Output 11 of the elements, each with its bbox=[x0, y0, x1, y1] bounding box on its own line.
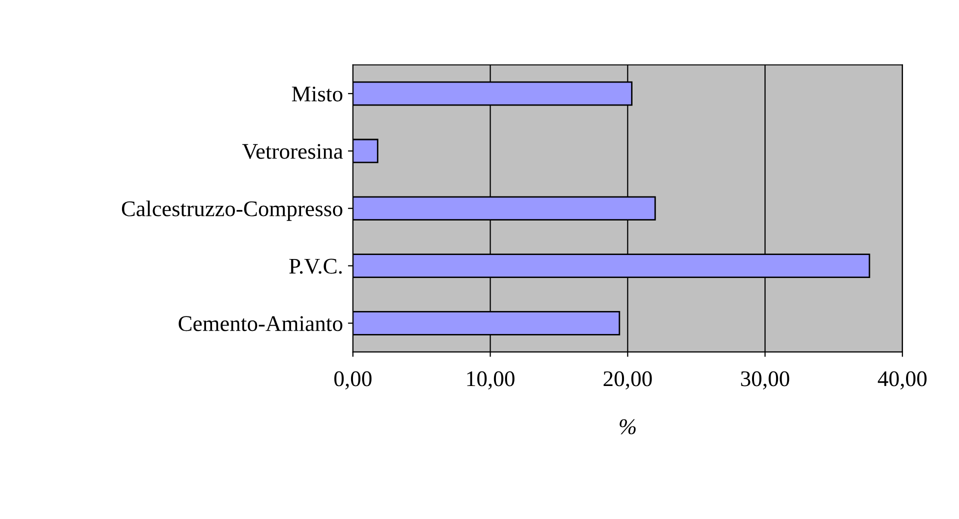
y-tick-label: Vetroresina bbox=[242, 144, 343, 160]
x-tick-label: 30,00 bbox=[741, 371, 790, 390]
y-tick-label: Calcestruzzo-Compresso bbox=[122, 200, 342, 221]
x-tick-label: 10,00 bbox=[467, 371, 514, 390]
x-tick-label: 20,00 bbox=[604, 371, 652, 390]
y-tick-label: P.V.C. bbox=[289, 258, 342, 274]
y-tick-label: Cemento-Amianto bbox=[178, 316, 342, 332]
x-tick-label: 40,00 bbox=[878, 371, 927, 390]
x-tick-label: 0,00 bbox=[334, 371, 372, 390]
x-axis-title: % bbox=[620, 419, 636, 434]
y-tick-label: Misto bbox=[292, 86, 342, 102]
